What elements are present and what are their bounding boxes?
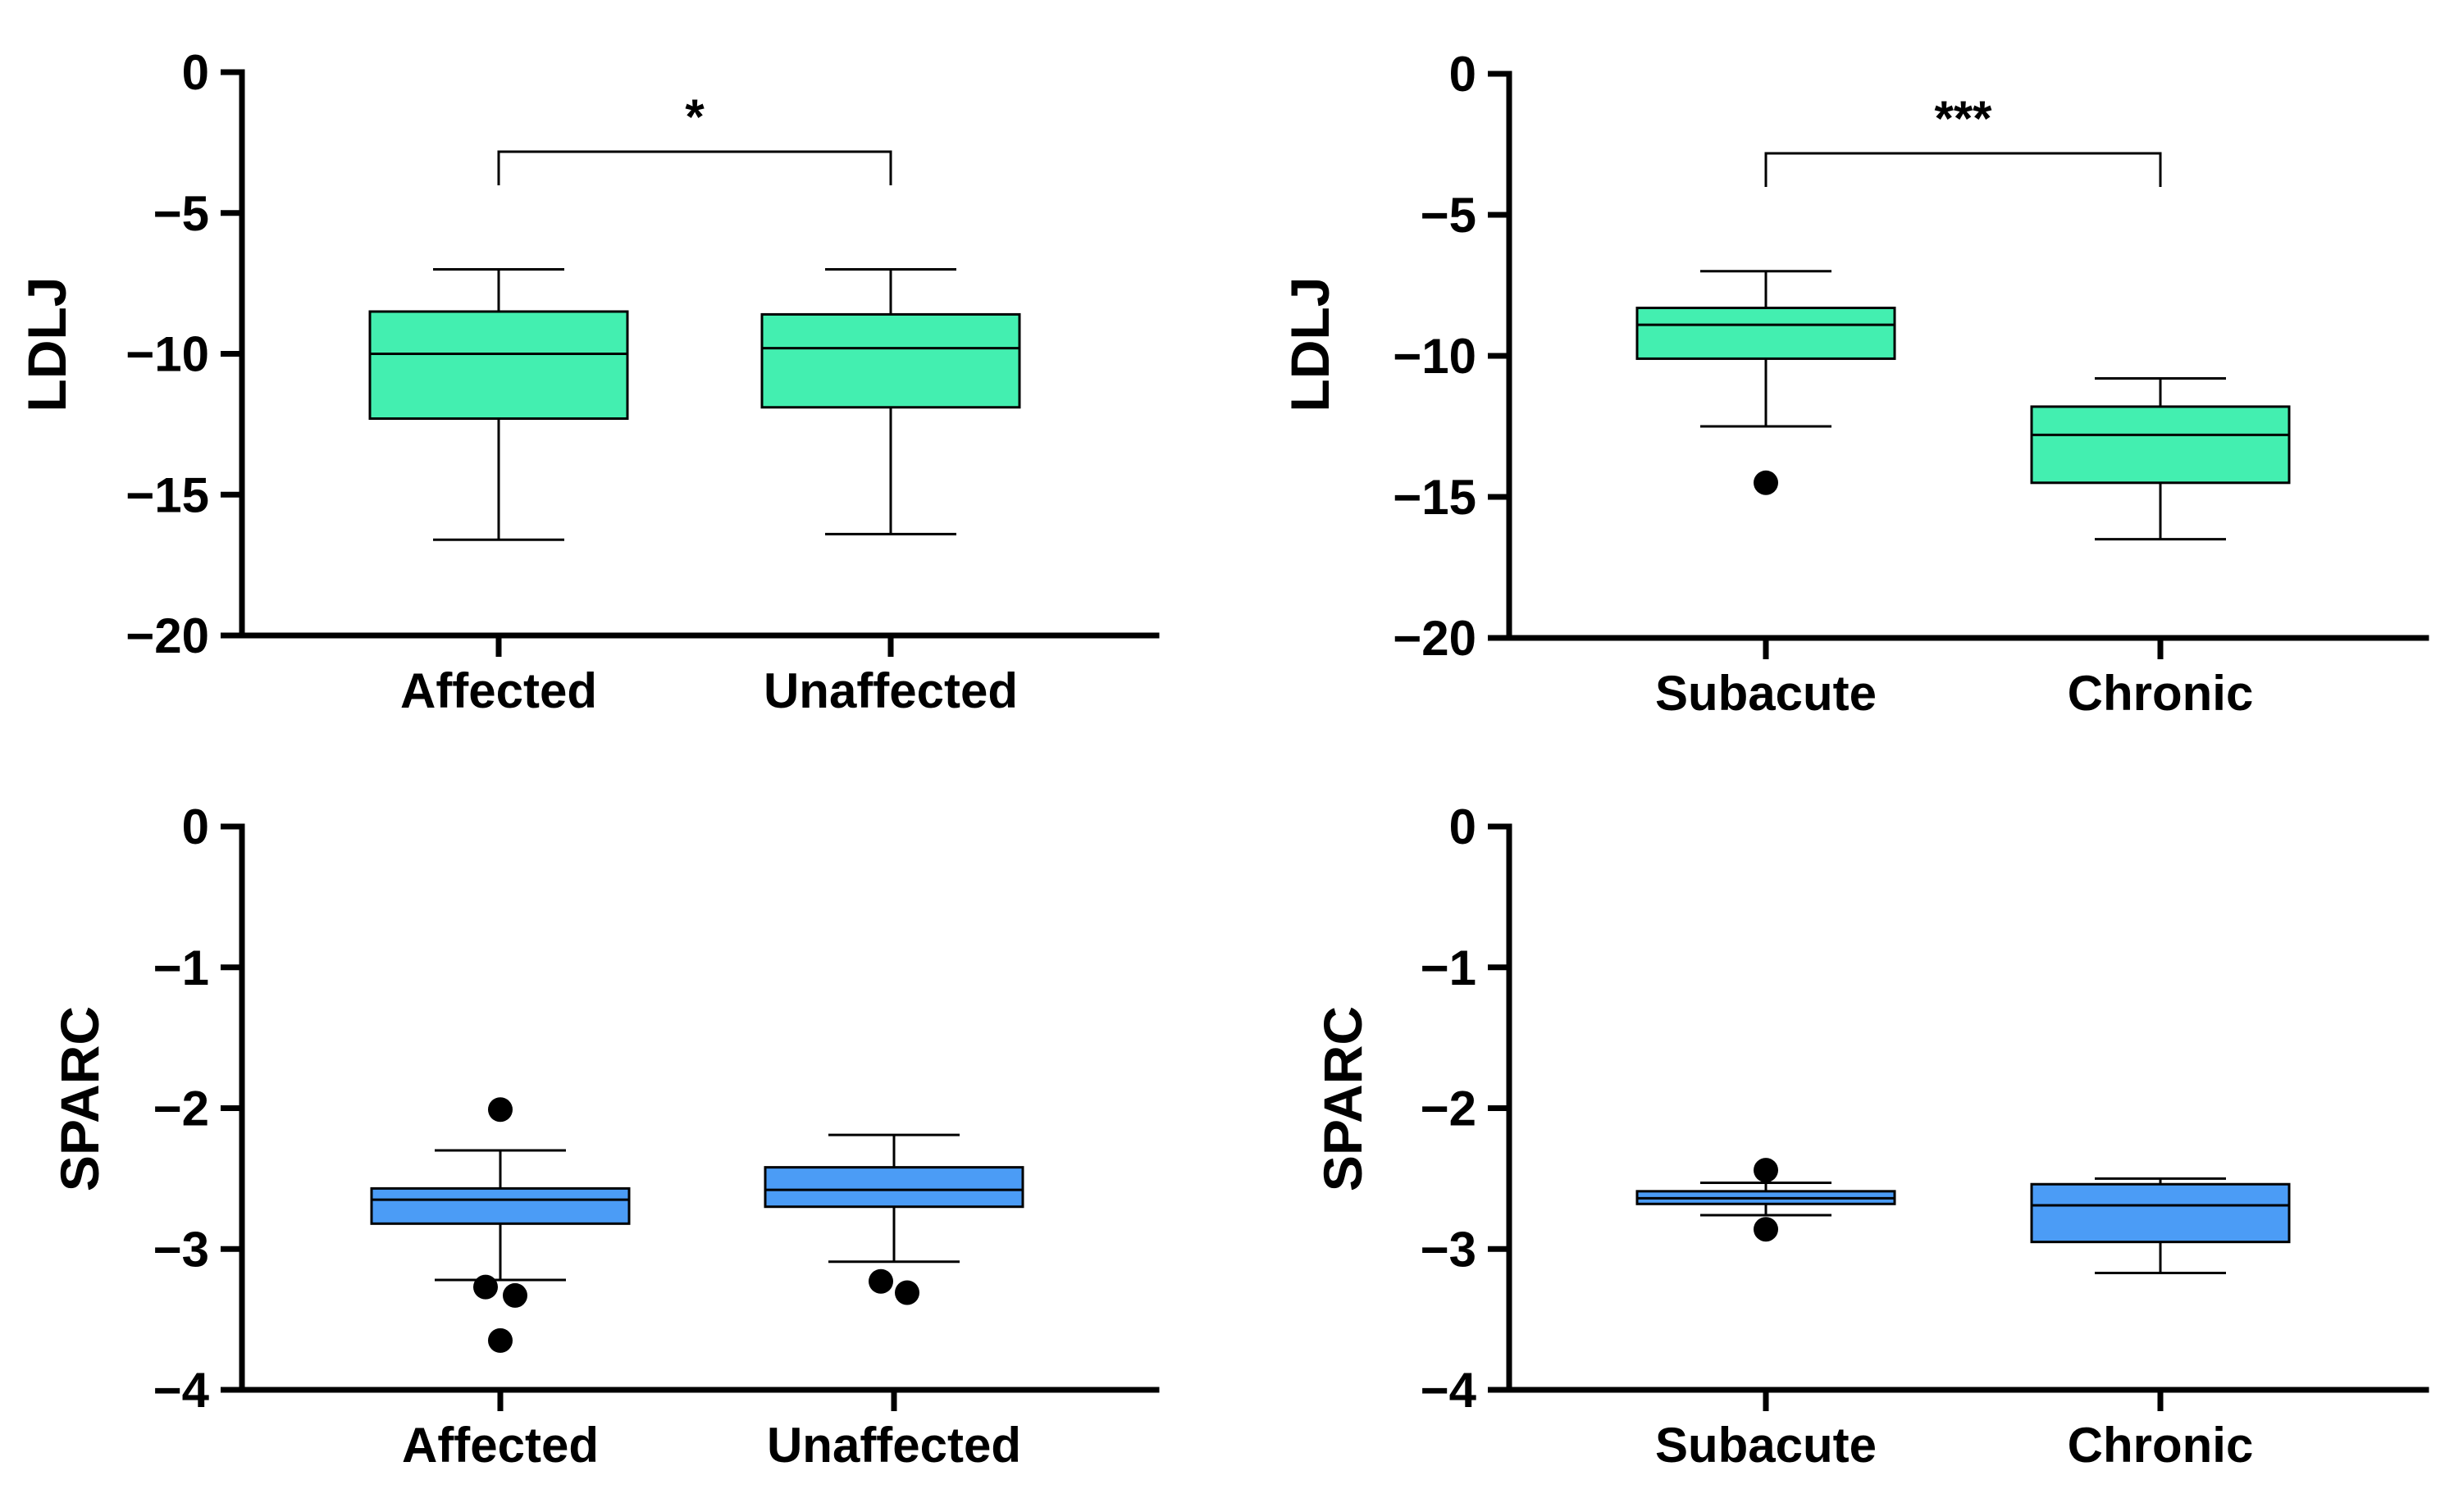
x-tick-label: Unaffected [767,1418,1021,1473]
box-subacute [1635,270,1896,495]
y-tick-label: 0 [1449,799,1476,854]
y-axis-label: LDLJ [16,277,77,412]
outlier-point [488,1328,513,1353]
box-unaffected [760,267,1021,535]
iqr-box [760,312,1021,409]
y-tick-label: −3 [1421,1222,1476,1277]
outlier-point [1754,1158,1778,1183]
x-tick-label: Chronic [2068,666,2254,721]
box-unaffected [764,1133,1024,1305]
iqr-box [2030,1182,2291,1244]
y-tick-label: −10 [125,327,209,382]
outlier-point [473,1274,498,1300]
y-tick-label: −10 [1393,329,1476,384]
outlier-point [895,1280,919,1305]
y-tick-label: −4 [1421,1363,1477,1418]
iqr-box [764,1166,1024,1209]
chart-panel-3: 0 −1 −2 −3 −4 SPARC Affected Unaffected [49,799,1160,1473]
significance-label: *** [1934,91,1992,146]
iqr-box [370,1186,631,1225]
outlier-point [503,1282,527,1308]
box-chronic [2030,377,2291,541]
y-tick-label: −15 [1393,470,1476,525]
y-tick-label: −15 [125,467,209,522]
outlier-point [1754,470,1778,495]
x-tick-label: Subacute [1655,1418,1877,1473]
x-tick-label: Affected [400,663,597,718]
significance-label: * [685,89,705,144]
y-axis-label: SPARC [1312,1006,1373,1191]
x-tick-label: Subacute [1655,666,1877,721]
iqr-box [368,310,629,421]
iqr-box [2030,405,2291,485]
outlier-point [1754,1217,1778,1242]
chart-panel-2: 0 −5 −10 −15 −20 LDLJ Subacute Chronic *** [1279,47,2429,721]
significance-bracket [497,150,892,185]
y-tick-label: −20 [1393,611,1476,666]
outlier-point [488,1097,513,1123]
x-tick-label: Affected [402,1418,599,1473]
iqr-box [1635,307,1896,360]
y-tick-label: −2 [1421,1082,1476,1136]
y-tick-label: −3 [153,1222,209,1277]
box-affected [370,1097,631,1353]
x-tick-label: Chronic [2068,1418,2254,1473]
box-subacute [1635,1158,1896,1242]
y-tick-label: −4 [153,1363,210,1418]
chart-panel-1: 0 −5 −10 −15 −20 LDLJ Affected Unaffected * [16,45,1160,718]
y-tick-label: −2 [153,1082,209,1136]
y-tick-label: 0 [1449,47,1476,102]
y-tick-label: −5 [153,186,209,241]
y-tick-label: −5 [1421,188,1476,243]
significance-bracket [1764,152,2162,187]
outlier-point [869,1268,893,1294]
y-tick-label: 0 [182,799,209,854]
y-axis-label: SPARC [49,1006,110,1191]
box-chronic [2030,1177,2291,1274]
y-axis-label: LDLJ [1279,277,1340,412]
box-affected [368,267,629,541]
x-tick-label: Unaffected [764,663,1018,718]
chart-panel-4: 0 −1 −2 −3 −4 SPARC Subacute Chronic [1312,799,2429,1473]
y-tick-label: −20 [125,608,209,663]
y-tick-label: 0 [182,45,209,100]
y-tick-label: −1 [153,940,209,995]
y-tick-label: −1 [1421,940,1476,995]
